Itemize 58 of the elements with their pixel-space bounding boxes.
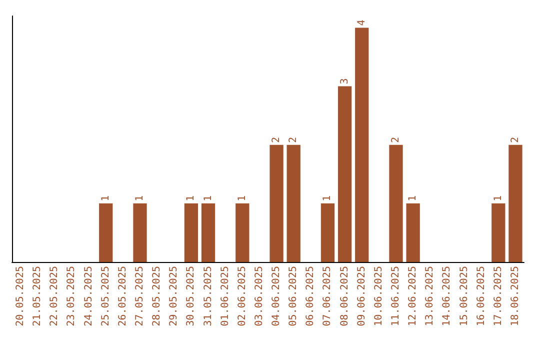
bar xyxy=(338,86,352,262)
bar xyxy=(389,144,403,262)
data-label: 2 xyxy=(510,136,521,143)
x-tick-label: 12.06.2025 xyxy=(408,266,419,326)
bar xyxy=(236,203,250,262)
x-tick-label: 18.06.2025 xyxy=(510,266,521,326)
x-tick-label: 07.06.2025 xyxy=(322,266,334,326)
data-label: 1 xyxy=(202,195,214,202)
x-tick-label: 29.05.2025 xyxy=(168,266,180,326)
bar xyxy=(508,144,522,262)
bar xyxy=(355,28,369,262)
x-tick-label: 16.06.2025 xyxy=(476,266,487,326)
data-label: 1 xyxy=(322,195,334,202)
x-tick-label: 17.06.2025 xyxy=(492,266,504,326)
x-tick-label: 01.06.2025 xyxy=(220,266,231,326)
bar xyxy=(406,203,420,262)
x-tick-label: 23.05.2025 xyxy=(66,266,78,326)
x-tick-label: 05.06.2025 xyxy=(288,266,300,326)
bar xyxy=(184,203,198,262)
bar xyxy=(99,203,113,262)
bar xyxy=(492,203,506,262)
x-tick-label: 10.06.2025 xyxy=(373,266,384,326)
data-label: 1 xyxy=(236,195,248,202)
x-tick-label: 04.06.2025 xyxy=(271,266,282,326)
x-tick-label: 28.05.2025 xyxy=(152,266,163,326)
bar xyxy=(133,203,147,262)
data-label: 2 xyxy=(390,136,402,143)
x-tick-label: 13.06.2025 xyxy=(424,266,436,326)
x-tick-label: 03.06.2025 xyxy=(254,266,265,326)
x-tick-label: 30.05.2025 xyxy=(186,266,197,326)
x-tick-label: 24.05.2025 xyxy=(83,266,94,326)
data-label: 1 xyxy=(186,195,197,202)
data-label: 1 xyxy=(492,195,504,202)
x-tick-label: 08.06.2025 xyxy=(339,266,350,326)
x-tick-label: 25.05.2025 xyxy=(100,266,112,326)
bar xyxy=(201,203,216,262)
data-label: 1 xyxy=(100,195,112,202)
x-tick-label: 14.06.2025 xyxy=(442,266,453,326)
bar xyxy=(286,144,300,262)
x-tick-label: 22.05.2025 xyxy=(49,266,60,326)
data-label: 1 xyxy=(408,195,419,202)
x-tick-label: 26.05.2025 xyxy=(117,266,128,326)
x-tick-label: 31.05.2025 xyxy=(202,266,214,326)
data-label: 3 xyxy=(339,78,350,84)
data-label: 4 xyxy=(356,20,368,26)
x-tick-label: 09.06.2025 xyxy=(356,266,368,326)
x-tick-label: 11.06.2025 xyxy=(390,266,402,326)
bar xyxy=(270,144,284,262)
x-tick-label: 15.06.2025 xyxy=(458,266,470,326)
x-tick-label: 27.05.2025 xyxy=(134,266,146,326)
x-tick-label: 06.06.2025 xyxy=(305,266,316,326)
x-tick-label: 20.05.2025 xyxy=(15,266,26,326)
x-tick-label: 21.05.2025 xyxy=(32,266,44,326)
data-label: 2 xyxy=(288,136,300,143)
x-tick-label: 02.06.2025 xyxy=(236,266,248,326)
data-label: 1 xyxy=(134,195,146,202)
data-label: 2 xyxy=(271,136,282,143)
bar xyxy=(320,203,335,262)
